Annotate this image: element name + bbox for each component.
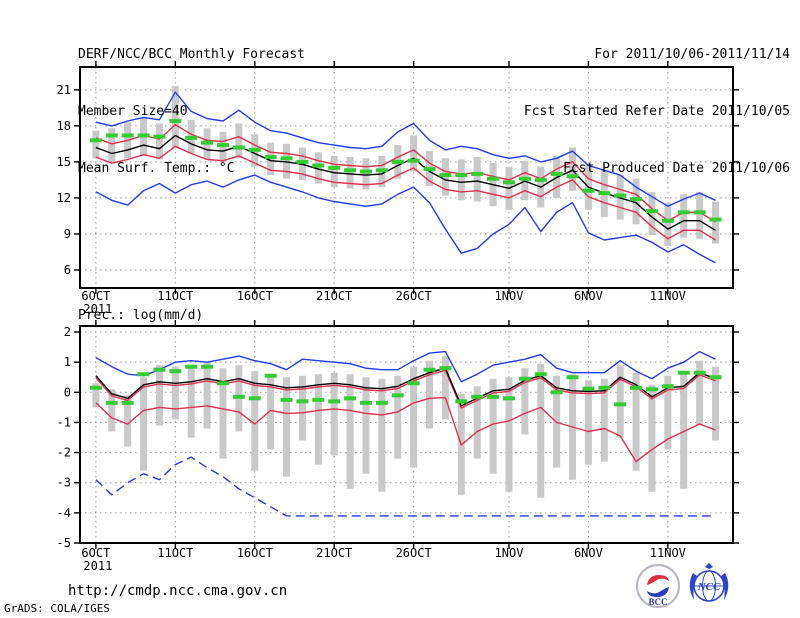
series-ensemble-mean (95, 134, 716, 231)
website-url: http://cmdp.ncc.cma.gov.cn (68, 583, 288, 599)
svg-text:-3: -3 (57, 476, 71, 490)
svg-text:-1: -1 (57, 415, 71, 429)
svg-text:-2: -2 (57, 446, 71, 460)
series-spread-lower (95, 397, 716, 463)
ncc-logo-text: NCC (697, 581, 721, 593)
svg-text:1NOV: 1NOV (495, 546, 524, 560)
header-left: DERF/NCC/BCC Monthly Forecast Member Siz… (78, 7, 305, 216)
svg-text:18: 18 (57, 119, 71, 133)
grads-credit: GrADS: COLA/IGES (4, 602, 110, 615)
series-envelope-min (95, 456, 716, 517)
svg-text:1: 1 (64, 355, 71, 369)
svg-text:6: 6 (64, 263, 71, 277)
svg-text:6OCT: 6OCT (81, 546, 110, 560)
series-spread-upper (95, 123, 716, 223)
svg-text:16OCT: 16OCT (237, 289, 273, 303)
svg-text:2011: 2011 (83, 302, 112, 316)
series-envelope-max (95, 91, 716, 208)
series-ensemble-mean (95, 367, 716, 407)
bcc-logo: BCC (635, 563, 681, 609)
svg-text:21: 21 (57, 83, 71, 97)
bcc-blue-swirl (647, 587, 669, 597)
svg-text:11OCT: 11OCT (157, 546, 193, 560)
series-spread-lower (95, 145, 716, 241)
member-size-label: Member Size=40 (78, 104, 188, 119)
produced-date-label: Fcst Produced Date 2011/10/06 (563, 161, 790, 176)
ncc-wreath-right (721, 573, 729, 600)
svg-text:9: 9 (64, 227, 71, 241)
bcc-red-swirl (647, 575, 669, 585)
series-spread-upper (95, 369, 716, 409)
forecast-range-label: For 2011/10/06-2011/11/14 (594, 47, 790, 62)
svg-text:15: 15 (57, 155, 71, 169)
bcc-logo-text: BCC (648, 597, 667, 607)
svg-text:26OCT: 26OCT (396, 289, 432, 303)
svg-text:-4: -4 (57, 506, 71, 520)
svg-text:0: 0 (64, 385, 71, 399)
svg-text:11NOV: 11NOV (650, 289, 686, 303)
ncc-wreath-left (689, 573, 697, 600)
svg-text:6NOV: 6NOV (574, 546, 603, 560)
svg-text:2011: 2011 (83, 559, 112, 573)
series-forecast-dashes (89, 119, 722, 223)
svg-text:1NOV: 1NOV (495, 289, 524, 303)
ncc-logo: NCC (689, 563, 729, 602)
svg-text:6OCT: 6OCT (81, 289, 110, 303)
member-spread-bars (92, 356, 720, 498)
plot-title: DERF/NCC/BCC Monthly Forecast (78, 47, 305, 62)
temperature-panel-label: Mean Surf. Temp.: °C (78, 161, 235, 176)
ncc-top-mark (705, 563, 713, 569)
series-forecast-dashes (89, 364, 722, 407)
svg-text:11OCT: 11OCT (157, 289, 193, 303)
svg-text:11NOV: 11NOV (650, 546, 686, 560)
svg-text:26OCT: 26OCT (396, 546, 432, 560)
svg-text:16OCT: 16OCT (237, 546, 273, 560)
refer-date-label: Fcst Started Refer Date 2011/10/05 (523, 104, 790, 119)
precip-panel-label: Prec.: log(mm/d) (78, 308, 204, 323)
svg-text:21OCT: 21OCT (316, 546, 352, 560)
series-envelope-max (95, 350, 716, 383)
svg-text:2: 2 (64, 325, 71, 339)
header-right: For 2011/10/06-2011/11/14 Fcst Started R… (524, 7, 790, 216)
svg-text:21OCT: 21OCT (316, 289, 352, 303)
series-envelope-min (95, 174, 716, 264)
svg-text:-5: -5 (57, 536, 71, 550)
svg-text:12: 12 (57, 191, 71, 205)
svg-text:6NOV: 6NOV (574, 289, 603, 303)
